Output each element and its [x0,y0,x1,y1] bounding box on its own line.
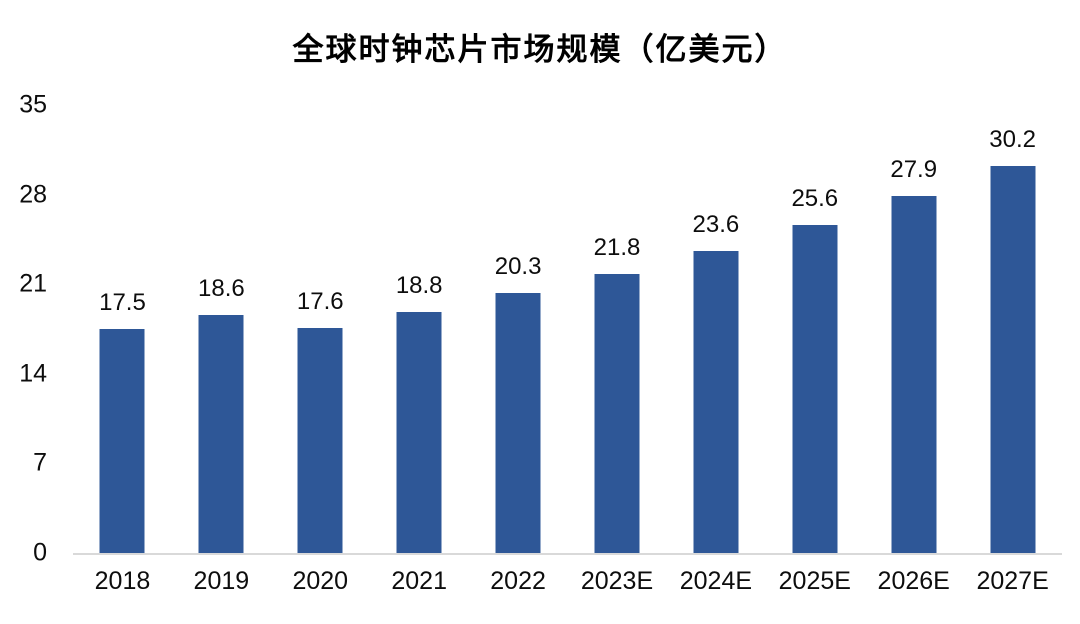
bar-group: 21.8 [568,105,667,553]
x-tick-label: 2019 [193,567,250,595]
bar [990,166,1036,553]
x-tick-label: 2024E [679,567,753,595]
bar-group: 25.6 [765,105,864,553]
bar-value-label: 27.9 [890,155,938,183]
bar [891,195,937,553]
bar [396,312,442,553]
bar [792,225,838,553]
bar-value-label: 30.2 [989,126,1036,154]
bar-group: 18.6 [172,105,271,553]
x-tick-label: 2018 [94,567,151,595]
plot-area: 17.5 18.6 17.6 18.8 20.3 21.8 23.6 25.6 27.9 30.2 [73,105,1062,555]
bar-group: 20.3 [469,105,568,553]
x-tick-label: 2025E [778,567,851,595]
bar-value-label: 18.6 [198,274,245,302]
bar-group: 18.8 [370,105,469,553]
bar-value-label: 18.8 [395,272,443,300]
chart-title: 全球时钟芯片市场规模（亿美元） [292,32,788,67]
bar [594,273,640,553]
bar-group: 17.6 [271,105,370,553]
bar-group: 23.6 [666,105,765,553]
bar-group: 17.5 [73,105,172,553]
bar-group: 27.9 [864,105,963,553]
bar-group: 30.2 [963,105,1062,553]
bar [693,250,739,553]
x-tick-label: 2027E [976,567,1049,595]
bar [297,327,343,553]
bar-value-label: 20.3 [494,253,542,281]
bar-value-label: 21.8 [593,233,641,261]
y-tick-label: 21 [19,269,47,298]
bar-value-label: 25.6 [791,185,839,213]
bar-value-label: 17.5 [99,289,146,316]
y-tick-label: 28 [19,180,47,209]
y-tick-label: 14 [19,359,47,388]
y-tick-label: 35 [19,90,47,119]
x-tick-label: 2026E [877,567,950,595]
bar-value-label: 23.6 [692,210,740,238]
bar [495,293,541,553]
y-tick-label: 0 [33,538,47,567]
bar-value-label: 17.6 [296,287,344,315]
x-tick-label: 2022 [490,567,546,595]
x-tick-label: 2021 [391,567,447,595]
x-tick-label: 2023E [580,567,654,595]
x-axis: 2018 2019 2020 2021 2022 2023E 2024E 2025E 2026E… [73,566,1062,596]
x-tick-label: 2020 [292,567,349,595]
y-tick-label: 7 [33,448,47,477]
bar [99,329,145,553]
y-axis: 0 7 14 21 28 35 [0,92,47,565]
bar [198,314,244,553]
